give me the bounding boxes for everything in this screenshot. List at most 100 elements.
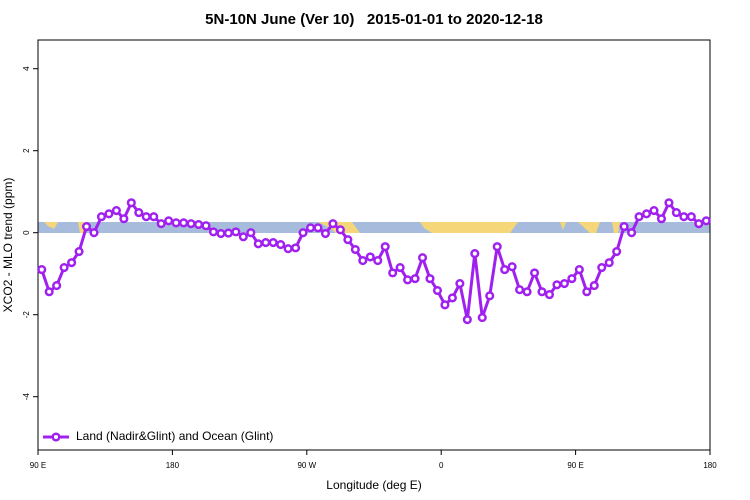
data-point: [701, 216, 711, 226]
data-point: [634, 212, 644, 222]
data-point: [694, 219, 704, 229]
data-point: [522, 287, 532, 297]
data-point: [365, 252, 375, 262]
data-point: [619, 222, 629, 232]
data-point: [671, 208, 681, 218]
data-point: [328, 219, 338, 229]
data-point: [291, 243, 301, 253]
data-point: [410, 274, 420, 284]
y-tick-label: 0: [22, 230, 31, 235]
data-point: [276, 240, 286, 250]
data-point: [126, 198, 136, 208]
data-point: [134, 208, 144, 218]
data-point: [149, 212, 159, 222]
data-point: [283, 244, 293, 254]
data-point: [81, 222, 92, 232]
data-point: [641, 209, 652, 219]
data-point: [358, 256, 368, 266]
data-point: [537, 287, 547, 297]
x-axis-label: Longitude (deg E): [326, 478, 421, 492]
data-point: [44, 287, 54, 297]
data-point: [268, 237, 278, 248]
data-point: [485, 291, 495, 301]
data-point: [208, 227, 219, 237]
data-point: [589, 281, 599, 291]
data-point: [395, 263, 405, 273]
x-tick-label: 90 W: [297, 461, 316, 470]
data-point: [111, 206, 121, 216]
data-point: [686, 212, 696, 222]
y-tick-label: -2: [22, 311, 31, 319]
data-point: [298, 228, 308, 238]
data-point: [104, 209, 114, 219]
data-point: [313, 223, 323, 233]
data-point: [432, 285, 443, 296]
x-tick-label: 180: [166, 461, 180, 470]
x-tick-label: 90 E: [567, 461, 583, 470]
data-point: [179, 218, 189, 228]
y-tick-label: 2: [22, 148, 31, 153]
data-point: [156, 219, 166, 229]
data-point: [559, 278, 569, 289]
data-point: [193, 219, 204, 230]
data-point: [574, 265, 584, 275]
data-point: [216, 228, 226, 239]
map-strip: [38, 222, 710, 233]
data-point: [37, 265, 47, 275]
data-point: [238, 232, 248, 242]
data-point: [544, 290, 555, 300]
data-point: [96, 212, 107, 222]
y-tick-label: -4: [22, 393, 31, 401]
data-point: [350, 244, 360, 255]
data-point: [492, 242, 502, 252]
data-point: [246, 228, 256, 238]
x-tick-label: 90 E: [30, 461, 46, 470]
data-point: [417, 253, 428, 263]
data-point: [141, 212, 151, 222]
data-point: [440, 300, 450, 310]
data-point: [679, 212, 689, 222]
y-axis-label: XCO2 - MLO trend (ppm): [1, 178, 15, 313]
x-tick-label: 0: [439, 461, 444, 470]
data-point: [380, 242, 390, 252]
data-point: [462, 315, 472, 325]
data-point: [186, 219, 196, 229]
data-point: [567, 274, 577, 284]
data-point: [552, 280, 562, 290]
data-point: [223, 228, 233, 238]
data-point: [664, 198, 674, 208]
data-point: [59, 263, 69, 273]
data-point: [67, 258, 77, 268]
data-point: [507, 262, 517, 272]
plot-frame: [37, 39, 711, 451]
data-point: [612, 247, 622, 257]
data-point: [455, 278, 465, 289]
chart-title: 5N-10N June (Ver 10) 2015-01-01 to 2020-…: [205, 11, 543, 28]
data-point: [52, 281, 62, 291]
data-point: [231, 227, 241, 237]
data-point: [477, 313, 487, 323]
data-point: [604, 258, 614, 268]
data-point: [597, 263, 607, 273]
data-point: [529, 268, 540, 278]
data-point: [320, 228, 331, 239]
data-point: [119, 214, 129, 224]
data-point: [515, 285, 525, 295]
data-point: [253, 239, 263, 249]
data-point: [164, 216, 174, 226]
legend: Land (Nadir&Glint) and Ocean (Glint): [43, 429, 273, 443]
data-point: [89, 228, 99, 238]
x-tick-label: 180: [703, 461, 717, 470]
data-point: [388, 268, 398, 278]
data-point: [261, 237, 271, 248]
data-point: [305, 223, 316, 233]
data-point: [656, 214, 667, 224]
data-point: [403, 275, 413, 285]
data-point: [500, 265, 510, 275]
data-point: [425, 274, 435, 284]
legend-label: Land (Nadir&Glint) and Ocean (Glint): [76, 429, 273, 443]
data-point: [470, 249, 480, 259]
data-point: [74, 247, 84, 257]
data-point: [343, 235, 353, 245]
